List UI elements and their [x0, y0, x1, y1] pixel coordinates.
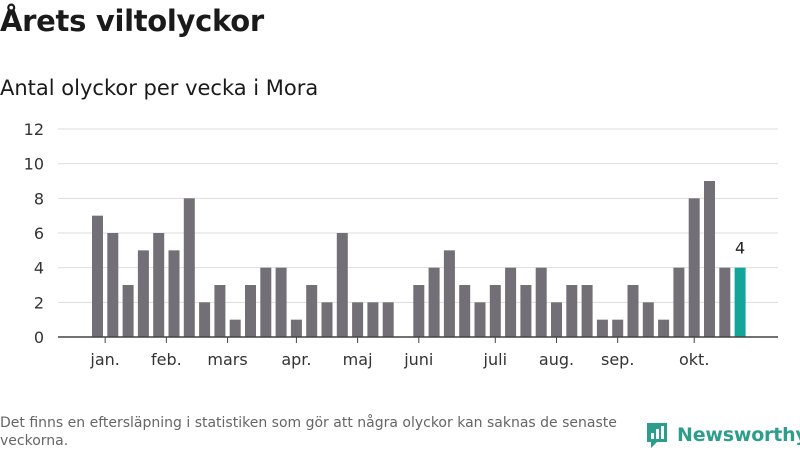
y-axis: 0 2 4 6 8 10 12: [24, 120, 44, 347]
bar: [520, 285, 532, 337]
bar: [612, 319, 624, 337]
data-labels: 4: [735, 239, 745, 258]
x-tick-label: mars: [207, 350, 247, 369]
x-tick-label: feb.: [151, 350, 182, 369]
bar-highlight: [734, 267, 746, 337]
bar: [581, 285, 593, 337]
x-tick-label: apr.: [281, 350, 311, 369]
chart-subtitle: Antal olyckor per vecka i Mora: [0, 76, 319, 100]
bar: [275, 267, 287, 337]
x-tick-label: jan.: [89, 350, 119, 369]
bar: [489, 285, 501, 337]
x-axis: jan. feb. mars apr. maj juni juli aug. sep. okt.: [89, 337, 709, 369]
brand[interactable]: Newsworthy: [645, 420, 800, 450]
bar: [505, 267, 517, 337]
bar: [443, 250, 455, 337]
bar: [413, 285, 425, 337]
x-tick-label: juni: [403, 350, 433, 369]
y-tick-label: 8: [34, 189, 44, 208]
bar: [352, 302, 364, 337]
bar: [704, 181, 715, 337]
x-tick-label: aug.: [539, 350, 574, 369]
bar: [566, 285, 578, 337]
bar: [214, 285, 226, 337]
bar: [642, 302, 654, 337]
footnote: Det finns en eftersläpning i statistiken…: [0, 415, 617, 449]
bar: [428, 267, 440, 337]
bar: [673, 267, 685, 337]
bar: [551, 302, 562, 337]
y-tick-label: 2: [34, 293, 44, 312]
bar: [367, 302, 379, 337]
x-tick-label: maj: [343, 350, 373, 369]
y-tick-label: 12: [24, 120, 44, 139]
y-tick-label: 4: [34, 259, 44, 278]
bar: [321, 302, 333, 337]
y-tick-label: 10: [24, 155, 44, 174]
bar: [168, 250, 180, 337]
bars: [92, 181, 746, 337]
y-tick-label: 0: [34, 328, 44, 347]
x-tick-label: juli: [483, 350, 507, 369]
data-label: 4: [735, 239, 745, 258]
bar: [535, 267, 547, 337]
bar: [658, 319, 670, 337]
bar: [199, 302, 211, 337]
bar: [229, 319, 241, 337]
bar: [306, 285, 318, 337]
bar: [183, 198, 195, 337]
chart-title: Årets viltolyckor: [0, 4, 264, 38]
y-tick-label: 6: [34, 224, 44, 243]
bar: [107, 233, 119, 337]
bar: [382, 302, 394, 337]
bar: [596, 319, 608, 337]
bar: [153, 233, 165, 337]
bar: [627, 285, 639, 337]
bar: [336, 233, 348, 337]
bar: [719, 267, 731, 337]
x-tick-label: okt.: [679, 350, 709, 369]
bar: [122, 285, 134, 337]
bar: [459, 285, 471, 337]
bar: [245, 285, 256, 337]
brand-name: Newsworthy: [677, 424, 800, 446]
bar: [290, 319, 302, 337]
x-tick-label: sep.: [601, 350, 634, 369]
bar: [474, 302, 486, 337]
newsworthy-logo-icon: [647, 423, 667, 448]
gridlines: [58, 128, 778, 303]
bar: [260, 267, 272, 337]
bar-chart: 0 2 4 6 8 10 12 jan. feb. mars apr. maj juni juli aug…: [24, 120, 778, 369]
bar: [137, 250, 149, 337]
bar: [688, 198, 700, 337]
bar: [92, 215, 103, 337]
